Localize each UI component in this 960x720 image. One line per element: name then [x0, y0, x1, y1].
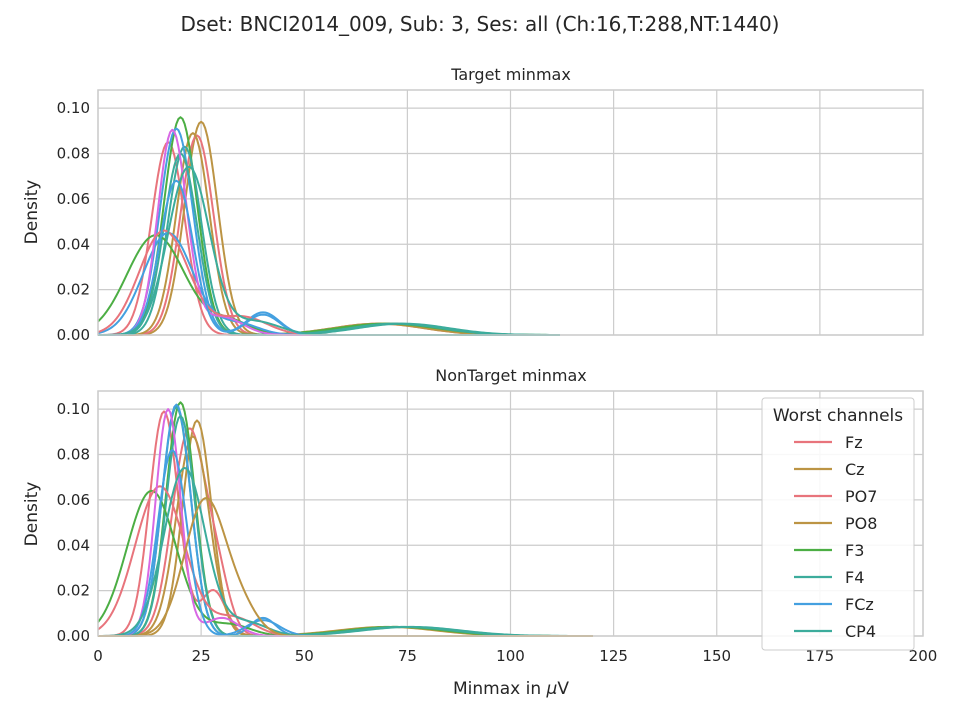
- y-tick-label: 0.00: [57, 326, 90, 344]
- x-tick-label: 75: [398, 647, 417, 665]
- legend-label: PO7: [845, 487, 877, 506]
- x-tick-label: 175: [806, 647, 835, 665]
- target-panel-title: Target minmax: [450, 65, 571, 84]
- legend-title: Worst channels: [773, 406, 903, 426]
- x-axis-label: Minmax in μV: [453, 679, 569, 699]
- legend-label: F3: [845, 541, 864, 560]
- x-tick-label: 100: [496, 647, 525, 665]
- legend-label: Cz: [845, 460, 865, 479]
- legend-label: Fz: [845, 433, 863, 452]
- y-tick-label: 0.02: [57, 582, 90, 600]
- y-tick-label: 0.04: [57, 536, 90, 554]
- legend-entries: Fz Cz PO7 PO8 F3 F4 FCz CP4: [794, 433, 877, 641]
- legend-label: CP4: [845, 622, 876, 641]
- target-gridlines: [97, 90, 924, 336]
- density-curve: [97, 466, 593, 637]
- y-tick-label: 0.06: [57, 491, 90, 509]
- x-axis-label-unit: V: [557, 679, 569, 699]
- legend-label: FCz: [845, 595, 874, 614]
- target-density-curves: [97, 116, 561, 336]
- target-panel: Target minmax 0.00 0.02 0.04 0.06 0.08 0.10 D…: [22, 65, 924, 344]
- x-tick-label: 150: [702, 647, 731, 665]
- y-tick-label: 0.10: [57, 400, 90, 418]
- x-tick-label: 200: [909, 647, 938, 665]
- legend: Worst channels Fz Cz PO7 PO8 F3 F4 FCz CP4: [761, 397, 915, 651]
- legend-box: [761, 397, 915, 651]
- nontarget-x-ticklabels: 0 25 50 75 100 125 150 175 200: [93, 647, 937, 665]
- x-axis-label-mu: μ: [546, 679, 558, 699]
- x-tick-label: 50: [295, 647, 314, 665]
- legend-label: PO8: [845, 514, 877, 533]
- nontarget-y-ticklabels: 0.00 0.02 0.04 0.06 0.08 0.10: [57, 400, 90, 645]
- figure-suptitle: Dset: BNCI2014_009, Sub: 3, Ses: all (Ch…: [181, 12, 780, 36]
- legend-label: F4: [845, 568, 864, 587]
- nontarget-y-axis-label: Density: [22, 482, 42, 547]
- density-curve: [97, 231, 560, 336]
- target-y-ticklabels: 0.00 0.02 0.04 0.06 0.08 0.10: [57, 99, 90, 344]
- y-tick-label: 0.04: [57, 235, 90, 253]
- target-y-axis-label: Density: [22, 180, 42, 245]
- nontarget-density-curves: [97, 401, 593, 637]
- y-tick-label: 0.10: [57, 99, 90, 117]
- x-tick-label: 125: [599, 647, 628, 665]
- density-curve-cp4: [98, 414, 593, 637]
- y-tick-label: 0.08: [57, 446, 90, 464]
- density-curve: [97, 229, 560, 336]
- x-axis-label-main: Minmax in: [453, 679, 547, 699]
- nontarget-panel-title: NonTarget minmax: [435, 366, 587, 385]
- x-tick-label: 0: [93, 647, 103, 665]
- y-tick-label: 0.00: [57, 627, 90, 645]
- y-tick-label: 0.08: [57, 145, 90, 163]
- nontarget-plot-frame: [97, 390, 924, 637]
- density-curve: [97, 234, 560, 336]
- density-curve-cp4: [98, 152, 560, 336]
- x-tick-label: 25: [192, 647, 211, 665]
- target-plot-frame: [97, 89, 924, 336]
- y-tick-label: 0.06: [57, 190, 90, 208]
- y-tick-label: 0.02: [57, 281, 90, 299]
